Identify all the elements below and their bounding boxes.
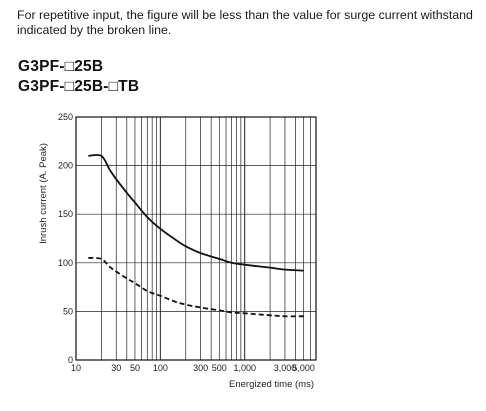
x-tick-label: 300 <box>193 363 208 373</box>
x-axis-label: Energized time (ms) <box>229 379 314 390</box>
x-tick-label: 1,000 <box>233 363 256 373</box>
grid <box>76 117 316 360</box>
model-title-2: G3PF-□25B-□TB <box>18 78 140 95</box>
x-tick-label: 30 <box>111 363 121 373</box>
x-tick-label: 50 <box>130 363 140 373</box>
dashed-series-line <box>88 257 304 318</box>
x-tick-label: 100 <box>153 363 168 373</box>
series <box>88 153 304 318</box>
y-tick-label: 100 <box>58 258 73 268</box>
y-axis-label: Inrush current (A. Peak) <box>38 143 49 244</box>
plot-frame <box>75 116 317 361</box>
solid-series-line <box>88 153 304 272</box>
x-tick-label: 3,000 <box>274 363 297 373</box>
note-text: For repetitive input, the figure will be… <box>17 8 473 37</box>
y-tick-label: 250 <box>58 112 73 122</box>
x-tick-label: 500 <box>212 363 227 373</box>
y-tick-label: 50 <box>63 306 73 316</box>
y-tick-label: 0 <box>68 355 73 365</box>
model-title-1: G3PF-□25B <box>18 58 104 75</box>
x-tick-label: 10 <box>71 363 81 373</box>
y-tick-label: 150 <box>58 209 73 219</box>
y-tick-label: 200 <box>58 161 73 171</box>
x-tick-label: 5,000 <box>292 363 315 373</box>
tick-labels: 0 50 100 150 200 250 10 30 50 100 300 500 1,000 3,000… <box>58 112 315 373</box>
